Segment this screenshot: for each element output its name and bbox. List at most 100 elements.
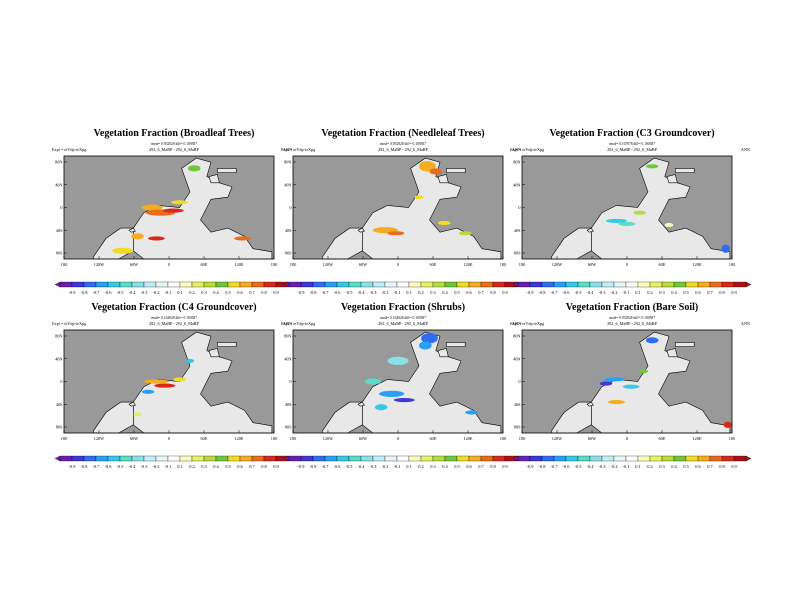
lon-tick-label: 60E bbox=[201, 262, 208, 267]
run-label: 292_6_MaBP - 292_6_MaBP bbox=[378, 321, 428, 326]
colorbar-tick-label: -0.5 bbox=[575, 464, 583, 469]
colorbar-swatch bbox=[119, 281, 133, 288]
lon-tick-label: 0 bbox=[168, 262, 170, 267]
lat-tick-label: 80S bbox=[514, 251, 521, 256]
colorbar-min-arrow bbox=[512, 281, 519, 288]
colorbar-tick-label: 0.1 bbox=[177, 290, 183, 295]
colorbar-tick-label: 0.7 bbox=[478, 290, 484, 295]
run-label: 292_6_MaBP - 292_6_MaBP bbox=[607, 147, 657, 152]
lat-tick-label: 0 bbox=[60, 205, 62, 210]
colorbar-tick-label: -0.2 bbox=[382, 290, 389, 295]
data-patch bbox=[608, 400, 625, 405]
lon-tick-label: 60E bbox=[659, 262, 666, 267]
lat-tick-label: 40N bbox=[55, 182, 62, 187]
lon-tick-label: 180 bbox=[519, 262, 525, 267]
lon-tick-label: 120E bbox=[234, 436, 243, 441]
data-patch bbox=[622, 384, 640, 389]
colorbar-swatch bbox=[360, 455, 374, 462]
data-patch bbox=[148, 236, 165, 241]
landmass bbox=[357, 401, 365, 407]
colorbar-tick-label: -0.2 bbox=[153, 290, 160, 295]
colorbar: -0.9 -0.8 -0.7 -0.6 -0.5 -0.4 -0.3 -0.2 -0.1 0.1 0… bbox=[512, 455, 752, 469]
lon-tick-label: 60E bbox=[430, 436, 437, 441]
colorbar-swatch bbox=[613, 281, 627, 288]
landmass bbox=[362, 331, 502, 434]
lat-tick-label: 80N bbox=[513, 160, 520, 165]
colorbar-swatch bbox=[733, 281, 747, 288]
lon-tick-label: 180 bbox=[61, 262, 67, 267]
colorbar-swatch bbox=[649, 455, 663, 462]
data-patch bbox=[599, 381, 613, 386]
panel-stats: rmsd= 0.952828 diff= 0.109587 bbox=[608, 316, 655, 320]
colorbar-tick-label: -0.8 bbox=[81, 464, 89, 469]
lat-tick-label: 80S bbox=[285, 251, 292, 256]
data-patch bbox=[458, 231, 472, 236]
colorbar-swatch bbox=[95, 455, 109, 462]
data-patch bbox=[374, 404, 388, 411]
colorbar-tick-label: -0.9 bbox=[69, 290, 77, 295]
lat-tick-label: 0 bbox=[289, 205, 291, 210]
colorbar-tick-label: -0.4 bbox=[358, 290, 366, 295]
lon-tick-label: 120E bbox=[234, 262, 243, 267]
lon-tick-label: 0 bbox=[397, 262, 399, 267]
colorbar-tick-label: 0.4 bbox=[442, 464, 448, 469]
colorbar-swatch bbox=[529, 281, 543, 288]
panel-stats: rmsd= 0.952828 diff= 0.109587 bbox=[379, 142, 426, 146]
colorbar-tick-label: 0.5 bbox=[225, 290, 231, 295]
colorbar-swatch bbox=[203, 281, 217, 288]
colorbar-swatch bbox=[336, 281, 350, 288]
colorbar-tick-label: -0.7 bbox=[551, 464, 559, 469]
colorbar: -0.9 -0.8 -0.7 -0.6 -0.5 -0.4 -0.3 -0.2 -0.1 0.1 0… bbox=[54, 281, 294, 295]
colorbar-tick-label: 0.8 bbox=[261, 290, 267, 295]
lat-tick-label: 40S bbox=[285, 402, 292, 407]
lon-tick-label: 180 bbox=[500, 436, 506, 441]
colorbar-swatch bbox=[625, 455, 639, 462]
colorbar-swatch bbox=[601, 455, 615, 462]
colorbar-swatch bbox=[384, 281, 398, 288]
colorbar-tick-label: -0.5 bbox=[346, 290, 354, 295]
colorbar-tick-label: 0.7 bbox=[249, 290, 255, 295]
experiment-label: Expt = teYdp-teXpg bbox=[52, 321, 87, 326]
colorbar-tick-label: -0.1 bbox=[165, 464, 172, 469]
landmass bbox=[437, 348, 449, 358]
lon-tick-label: 180 bbox=[729, 436, 735, 441]
data-patch bbox=[162, 208, 184, 213]
run-label: 292_6_MaBP - 292_6_MaBP bbox=[607, 321, 657, 326]
colorbar-swatch bbox=[601, 281, 615, 288]
colorbar-swatch bbox=[432, 455, 446, 462]
colorbar-swatch bbox=[721, 281, 735, 288]
colorbar-tick-label: 0.4 bbox=[442, 290, 448, 295]
lat-tick-label: 80S bbox=[56, 425, 63, 430]
colorbar-tick-label: -0.6 bbox=[334, 290, 342, 295]
colorbar: -0.9 -0.8 -0.7 -0.6 -0.5 -0.4 -0.3 -0.2 -0.1 0.1 0… bbox=[512, 281, 752, 295]
panel-shrubs: Vegetation Fraction (Shrubs) rmsd= 0.162… bbox=[281, 302, 523, 477]
colorbar-swatch bbox=[215, 281, 229, 288]
data-patch bbox=[421, 333, 438, 344]
experiment-label: Expt = teYdp-teXpg bbox=[52, 147, 87, 152]
data-patch bbox=[419, 341, 432, 350]
colorbar-swatch bbox=[71, 455, 85, 462]
colorbar-swatch bbox=[119, 455, 133, 462]
colorbar-tick-label: 0.1 bbox=[635, 290, 641, 295]
colorbar-swatch bbox=[263, 281, 277, 288]
colorbar-tick-label: -0.9 bbox=[527, 290, 535, 295]
experiment-label: Expt = teYdp-teXpg bbox=[281, 321, 316, 326]
colorbar-swatch bbox=[589, 455, 603, 462]
colorbar-tick-label: 0.2 bbox=[189, 464, 195, 469]
colorbar-tick-label: -0.6 bbox=[105, 290, 113, 295]
lat-tick-label: 40N bbox=[55, 356, 62, 361]
colorbar-swatch bbox=[203, 455, 217, 462]
landmass bbox=[446, 342, 466, 347]
lon-tick-label: 180 bbox=[729, 262, 735, 267]
colorbar-swatch bbox=[227, 455, 241, 462]
colorbar-tick-label: 0.3 bbox=[201, 464, 207, 469]
lat-tick-label: 80S bbox=[514, 425, 521, 430]
colorbar-swatch bbox=[709, 455, 723, 462]
lat-tick-label: 80S bbox=[285, 425, 292, 430]
lon-tick-label: 180 bbox=[290, 262, 296, 267]
landmass bbox=[133, 157, 273, 260]
experiment-label: Expt = teYdp-teXpg bbox=[281, 147, 316, 152]
colorbar-tick-label: -0.9 bbox=[298, 464, 306, 469]
landmass bbox=[675, 342, 695, 347]
landmass bbox=[217, 342, 237, 347]
